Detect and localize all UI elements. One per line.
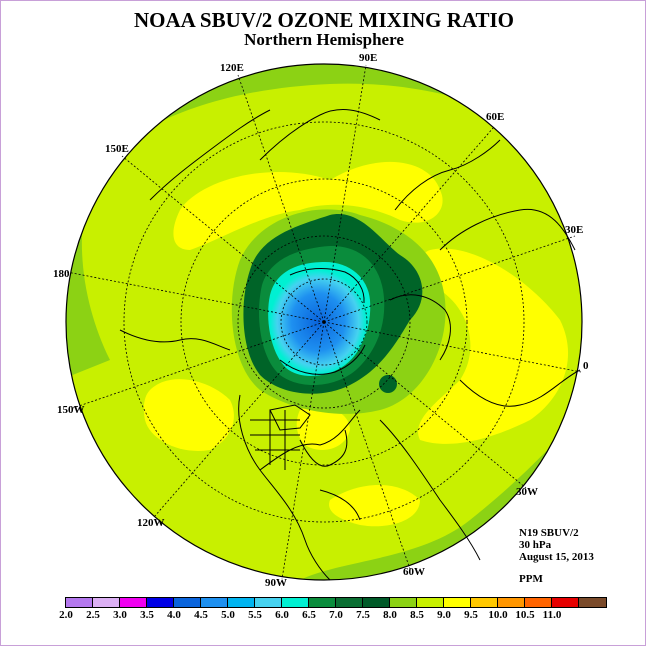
- lon-label-150e: 150E: [105, 143, 129, 155]
- lon-label-120w: 120W: [137, 517, 165, 529]
- colorbar-cell: [255, 598, 282, 607]
- colorbar-cell: [174, 598, 201, 607]
- colorbar-tick-label: 11.0: [542, 609, 562, 621]
- colorbar-cell: [579, 598, 606, 607]
- colorbar-cell: [120, 598, 147, 607]
- colorbar-cell: [552, 598, 579, 607]
- lon-label-30e: 30E: [565, 224, 584, 236]
- lon-label-60e: 60E: [486, 111, 505, 123]
- colorbar-cell: [93, 598, 120, 607]
- units-label: PPM: [519, 573, 543, 585]
- colorbar-tick-label: 2.0: [59, 609, 73, 621]
- colorbar-tick-label: 5.0: [221, 609, 235, 621]
- band-8.5-9.0-upper: [173, 161, 443, 250]
- colorbar-tick-label: 7.0: [329, 609, 343, 621]
- map-title: NOAA SBUV/2 OZONE MIXING RATIO: [134, 8, 514, 32]
- colorbar-tick-label: 4.5: [194, 609, 208, 621]
- colorbar-cell: [417, 598, 444, 607]
- pressure-level-label: 30 hPa: [519, 539, 552, 551]
- date-label: August 15, 2013: [519, 551, 594, 563]
- lon-label-0: 0: [583, 360, 589, 372]
- colorbar-cell: [498, 598, 525, 607]
- map-subtitle: Northern Hemisphere: [244, 30, 404, 49]
- info-block: N19 SBUV/2 30 hPa August 15, 2013 PPM: [519, 527, 594, 585]
- colorbar-tick-label: 6.0: [275, 609, 289, 621]
- band-8.5-9.0-east: [418, 248, 569, 444]
- colorbar-tick-label: 10.5: [515, 609, 535, 621]
- colorbar-cell: [390, 598, 417, 607]
- colorbar-cell: [336, 598, 363, 607]
- lon-label-60w: 60W: [403, 566, 425, 578]
- lon-label-180: 180: [53, 268, 70, 280]
- colorbar-cell: [282, 598, 309, 607]
- ozone-field: [66, 64, 582, 580]
- colorbar-cell: [363, 598, 390, 607]
- lon-label-150w: 150W: [57, 404, 85, 416]
- small-low: [379, 375, 397, 393]
- lon-label-90e: 90E: [359, 52, 378, 64]
- instrument-label: N19 SBUV/2: [519, 527, 579, 539]
- band-8.5-9.0-america: [296, 406, 350, 450]
- colorbar-tick-label: 3.5: [140, 609, 154, 621]
- colorbar: [65, 597, 607, 608]
- colorbar-tick-label: 9.0: [437, 609, 451, 621]
- polar-core: [270, 270, 366, 374]
- colorbar-cell: [444, 598, 471, 607]
- colorbar-cell: [525, 598, 552, 607]
- colorbar-cell: [309, 598, 336, 607]
- colorbar-tick-label: 10.0: [488, 609, 508, 621]
- lon-label-30w: 30W: [516, 486, 538, 498]
- colorbar-tick-label: 2.5: [86, 609, 100, 621]
- colorbar-tick-label: 3.0: [113, 609, 127, 621]
- colorbar-tick-label: 5.5: [248, 609, 262, 621]
- colorbar-ticks: 2.0 2.5 3.0 3.5 4.0 4.5 5.0 5.5 6.0 6.5 7.0 7.5 8.0 8…: [59, 609, 605, 623]
- colorbar-tick-label: 9.5: [464, 609, 478, 621]
- colorbar-tick-label: 6.5: [302, 609, 316, 621]
- colorbar-tick-label: 4.0: [167, 609, 181, 621]
- map-boundary: [65, 63, 583, 581]
- colorbar-tick-label: 7.5: [356, 609, 370, 621]
- colorbar-cell: [66, 598, 93, 607]
- colorbar-tick-label: 8.5: [410, 609, 424, 621]
- colorbar-cell: [201, 598, 228, 607]
- coastlines: [119, 109, 581, 581]
- band-8.5-9.0-west: [143, 379, 234, 451]
- colorbar-cell: [228, 598, 255, 607]
- lon-label-120e: 120E: [220, 62, 244, 74]
- colorbar-tick-label: 8.0: [383, 609, 397, 621]
- band-8.5-9.0-south: [329, 485, 420, 527]
- colorbar-cell: [147, 598, 174, 607]
- graticule: [66, 64, 582, 580]
- colorbar-cell: [471, 598, 498, 607]
- lon-label-90w: 90W: [265, 577, 287, 589]
